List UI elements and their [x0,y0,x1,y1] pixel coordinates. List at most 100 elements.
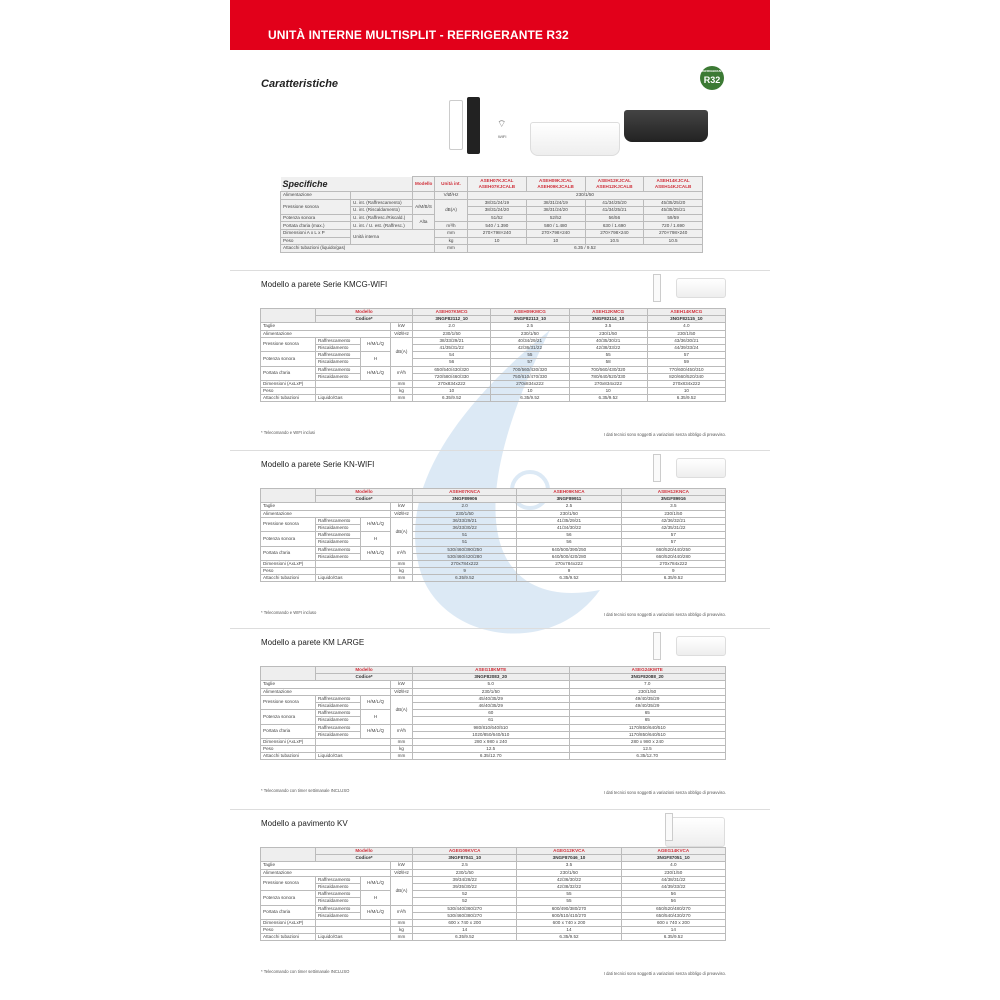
model-name: ASEG18KMTE [412,665,570,675]
value-cell: 10 [411,387,492,396]
product-image [676,636,726,656]
model-row: Modello ASEH07KMCG ASEH09KMCG ASEH12KMCG ASE… [260,307,727,324]
cell-unit: kW [390,861,413,870]
value-cell: 530/460/420/280 [411,552,518,561]
cell-sub: Riscaldamento [315,716,361,725]
value-cell: 38/33/29/21 [411,336,492,345]
value-cell: 56 [516,538,622,547]
value-cell: 230/1/50 [411,329,492,338]
cell-sub: Liquido/Gas [315,933,391,942]
table-row: Portata d'aria Raffrescamento H/M/L/Q m³/h 5… [260,545,727,561]
cell-unit: mm [390,574,413,583]
spec-table-0: Modello ASEH07KMCG ASEH09KMCG ASEH12KMCG ASE… [260,307,727,403]
value-cell: 57 [490,358,570,367]
value-cell: 6.35/9.52 [411,574,518,583]
model-code: 3NGF87051_10 [620,854,727,863]
value-cell: 12.5 [412,745,570,754]
model-code: 3NGF87041_10 [411,854,518,863]
cell-unit: V/Ø/Hz [434,191,468,200]
cell-sub: U. int. (Raffresc./Riscald.) [350,213,413,223]
cell-label: Portata d'aria [260,545,316,561]
cell-label: Alimentazione [260,509,391,518]
value-cell: 6.35/12.70 [568,752,726,761]
product-image [665,817,725,847]
value-cell: 6.35/9.52 [516,933,622,942]
cell-mode: A/M/B/S [412,198,435,215]
cell-label: Dimensioni (AxLxP) [260,737,316,747]
value-cell: 41/35/31/22 [411,343,492,353]
model-row: Modello ASEG18KMTE ASEG24KMTE [260,665,726,682]
cell-unit: m³/h [390,365,413,381]
value-cell: 51 [411,531,518,540]
table-row: Attacchi tubazioni Liquido/Gas mm 6.35/9.52… [260,394,727,403]
value-cell: 600 x 740 x 200 [516,918,622,928]
value-cell: 3.5 [620,502,727,511]
value-cell: 46/40/35/29 [412,701,570,711]
model-name: ASEH07KMCG [411,307,492,317]
table-row: Attacchi tubazioni Liquido/Gas mm 6.35/9.52… [260,574,727,583]
value-cell: 630 / 1.690 [584,221,645,230]
cell-unit: mm [390,559,413,569]
cell-sub: Raffrescamento [315,365,361,374]
value-cell: 4.0 [646,322,727,331]
value-cell: 10 [525,236,586,246]
value-cell: 230/1/50 [620,509,727,518]
value-cell: 600/490/380/270 [516,904,622,913]
cell-sub: Raffrescamento [315,694,361,703]
value-cell: 38/31/24/20 [467,206,527,215]
cell-sub: Raffrescamento [315,351,361,360]
value-cell: 41/35/29/21 [516,516,622,525]
table-row: Taglie kW 2.5 3.5 4.0 [260,861,727,870]
cell-mode: H/M/L/Q [360,904,391,920]
value-cell: 230/1/50 [411,868,518,877]
code-row: Codice* 3NGF82112_10 3NGF82113_10 3NGF82114… [261,315,727,324]
value-cell: 40/35/30/21 [568,336,648,345]
cell-sub: Raffrescamento [315,904,361,913]
cell-sub: Riscaldamento [315,552,361,561]
model-code: 3NGF89906 [411,495,518,504]
cell-label: Taglie [260,680,391,689]
cell-unit: mm [390,737,413,747]
cell-label: Pressione sonora [260,516,316,533]
table-row: Pressione sonora U. int. (Raffrescamento)… [280,198,703,223]
cell-unit: kg [390,387,413,396]
section-divider [230,628,770,629]
value-cell: 3.5 [568,322,648,331]
value-cell: 45/35/25/20 [643,198,703,208]
cell-unit: mm [390,379,413,389]
value-cell: 56 [620,897,727,906]
table-row: Dimensioni (AxLxP) mm 600 x 740 x 200 600 x… [260,918,727,928]
cell-sub: Riscaldamento [315,701,361,711]
model-header: ASEH14KJCAL ASEH14KJCALB [643,176,703,192]
value-cell: 600 x 740 x 200 [411,918,518,928]
cell-sub [315,745,391,754]
section-title: Modello a parete KM LARGE [261,638,364,647]
value-cell: 57 [620,538,727,547]
cell-unit: V/Ø/Hz [390,687,413,696]
value-cell: 3.5 [516,861,622,870]
model-name: ASEH09KNCA [516,487,622,497]
section-title-part: Modello a pa [261,280,307,289]
table-row: Riscaldamento 52 55 56 [261,897,727,906]
cell-label: Attacchi tubazioni [260,394,316,403]
badge-main: R32 [703,75,721,85]
cell-sub [315,379,391,389]
footnote: * Telecomando con timer settimanale INCL… [261,969,350,974]
cell-sub: Raffrescamento [315,709,361,718]
cell-unit: V/Ø/Hz [390,868,413,877]
cell-mode: H/M/L/Q [360,336,391,353]
value-cell: 720/580/460/330 [411,372,492,381]
cell-mode [412,191,435,200]
value-cell: 6.35/9.52 [516,574,622,583]
cell-unit: dB(A) [390,694,413,725]
value-cell: 980/810/640/510 [412,723,570,732]
value-cell: 39/35/30/22 [411,882,518,892]
spec-table-3: Modello AGEG09KVCA AGEG12KVCA AGEG14KVCA Cod… [260,846,727,942]
value-cell: 270x834x222 [646,379,727,389]
value-cell: 55 [516,890,622,899]
table-row: Peso kg 10 10 10 10 [260,387,727,396]
cell-label: Attacchi tubazioni [260,752,316,761]
table-row: Attacchi tubazioni (liquido/gas) mm 6.35 /… [280,244,703,253]
value-cell: 6.35/9.52 [568,394,648,403]
value-cell: 36/33/30/22 [411,523,518,533]
